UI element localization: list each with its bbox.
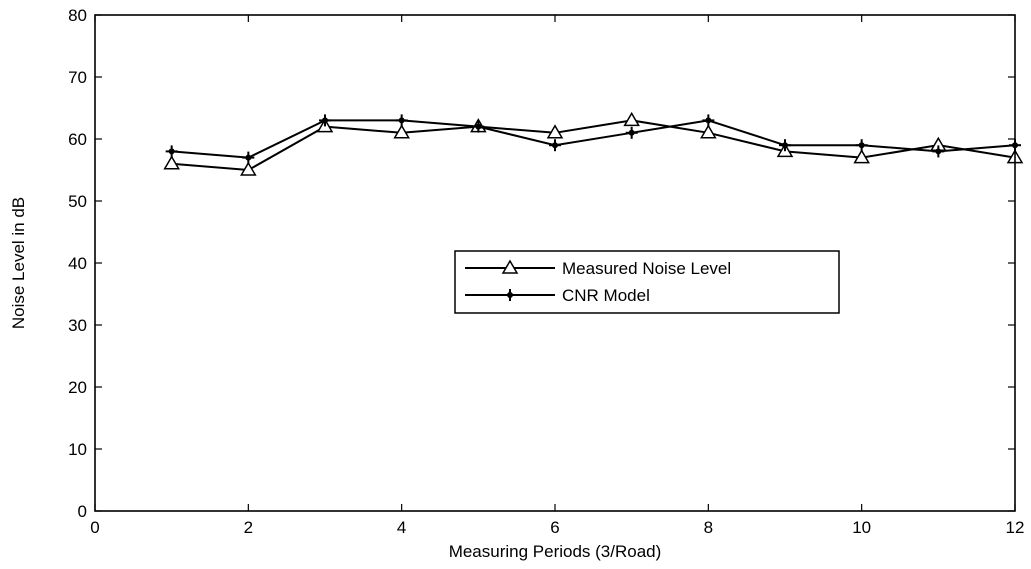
y-tick-label: 80 [68, 6, 87, 25]
cnr-point [702, 114, 715, 127]
cnr-point [625, 126, 638, 139]
x-tick-label: 8 [704, 518, 713, 537]
legend: Measured Noise Level CNR Model [454, 250, 840, 314]
series-layer [163, 111, 1024, 176]
cnr-point [932, 145, 945, 158]
cnr-point [779, 139, 791, 152]
x-tick-label: 12 [1006, 518, 1025, 537]
cnr-point [549, 139, 561, 152]
x-tick-label: 4 [397, 518, 406, 537]
plot-area-frame [94, 14, 1016, 512]
measured-point [853, 149, 870, 164]
y-tick-label: 70 [68, 68, 87, 87]
cnr-point [855, 139, 868, 152]
cnr-point [472, 120, 485, 133]
measured-point [163, 155, 180, 170]
ticks-layer: 0 2 4 6 8 10 12 0 10 20 30 40 50 60 70 80 [68, 6, 1024, 537]
cnr-point [319, 114, 331, 127]
x-tick-label: 2 [244, 518, 253, 537]
y-tick-label: 0 [78, 502, 87, 521]
series-line-0 [171, 119, 1016, 172]
legend-label-measured: Measured Noise Level [562, 259, 731, 278]
legend-label-cnr: CNR Model [562, 286, 650, 305]
cnr-point [165, 145, 178, 158]
measured-point [623, 111, 640, 127]
measured-point [700, 124, 717, 139]
y-tick-label: 10 [68, 440, 87, 459]
cnr-point [395, 114, 408, 127]
y-tick-label: 20 [68, 378, 87, 397]
y-tick-label: 30 [68, 316, 87, 335]
legend-plus-marker [504, 289, 516, 301]
series-line-1 [171, 119, 1016, 159]
x-tick-label: 6 [550, 518, 559, 537]
cnr-point [242, 151, 255, 164]
x-tick-label: 0 [90, 518, 99, 537]
y-tick-label: 40 [68, 254, 87, 273]
legend-box [454, 250, 840, 314]
y-tick-label: 60 [68, 130, 87, 149]
x-axis-title: Measuring Periods (3/Road) [449, 542, 662, 561]
measured-point [393, 124, 410, 139]
y-axis-title: Noise Level in dB [9, 197, 28, 329]
legend-triangle-marker [501, 259, 519, 274]
measured-point [546, 124, 564, 139]
measured-point [240, 161, 257, 176]
x-tick-label: 10 [852, 518, 871, 537]
y-tick-label: 50 [68, 192, 87, 211]
